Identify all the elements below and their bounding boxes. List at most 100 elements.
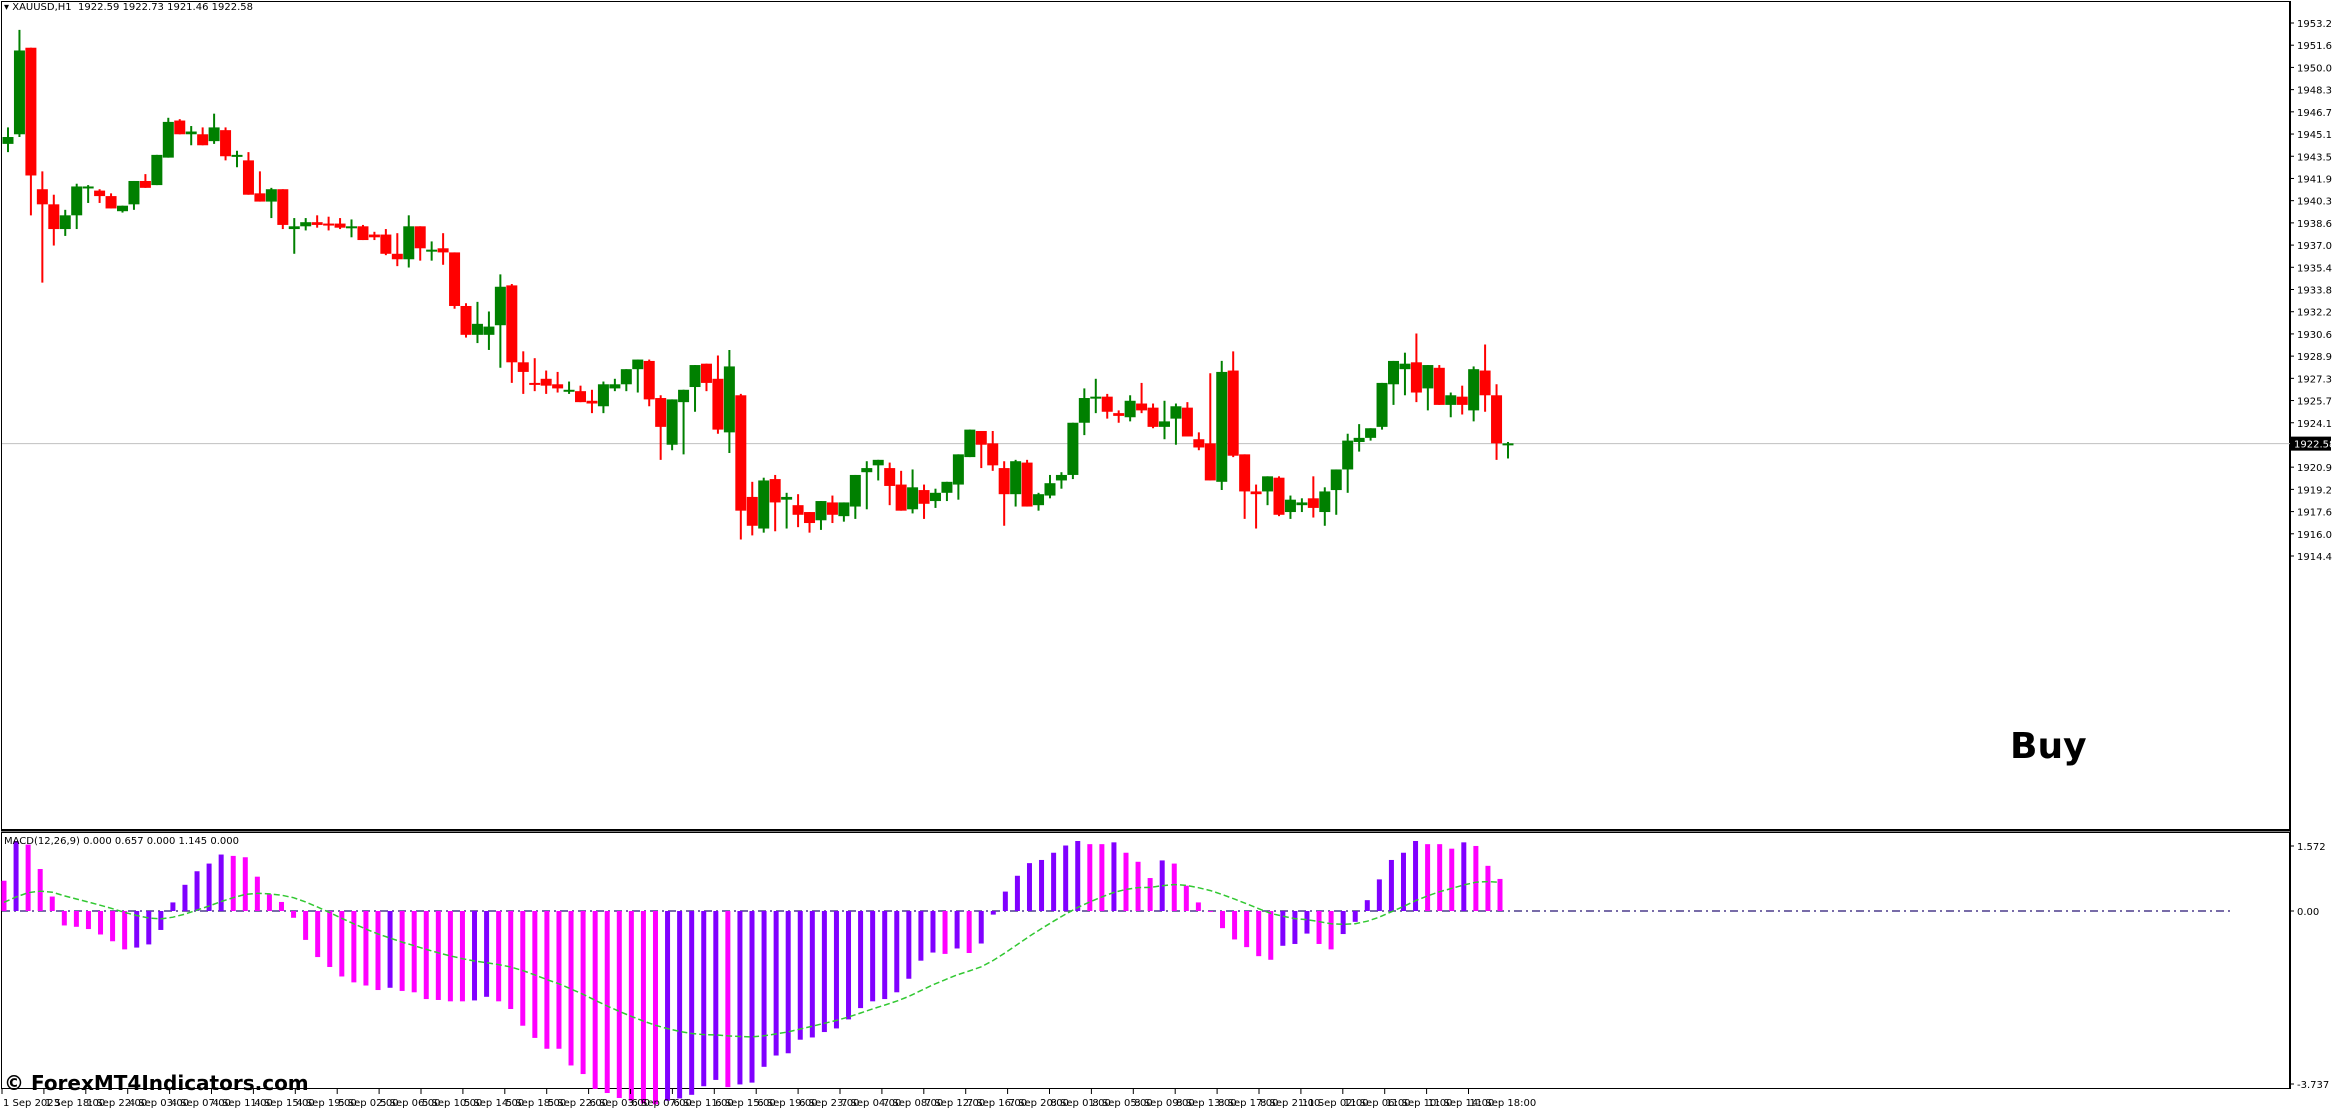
- macd-bar: [592, 911, 598, 1089]
- candle: [712, 355, 724, 434]
- macd-bar: [1256, 911, 1262, 957]
- candle: [918, 484, 930, 519]
- candle: [689, 365, 701, 412]
- svg-text:7 Sep 12:00: 7 Sep 12:00: [925, 1098, 985, 1109]
- candle: [1262, 476, 1274, 506]
- candle: [1227, 351, 1239, 458]
- candle: [1365, 428, 1377, 441]
- macd-bar: [447, 911, 453, 1002]
- svg-text:1932.20: 1932.20: [2297, 308, 2332, 319]
- svg-text:1927.35: 1927.35: [2297, 374, 2332, 385]
- macd-bar: [459, 911, 465, 1002]
- candle: [174, 119, 186, 135]
- svg-text:5 Sep 10:00: 5 Sep 10:00: [422, 1098, 482, 1109]
- candle: [1479, 344, 1491, 412]
- macd-bar: [942, 911, 948, 954]
- svg-text:1950.00: 1950.00: [2297, 63, 2332, 74]
- candle: [1491, 384, 1503, 460]
- candle: [1021, 459, 1033, 507]
- svg-text:1946.75: 1946.75: [2297, 108, 2332, 119]
- macd-bar: [713, 911, 719, 1080]
- svg-text:1916.05: 1916.05: [2297, 530, 2332, 541]
- macd-bar: [809, 911, 815, 1038]
- macd-bar: [1413, 840, 1419, 911]
- candle: [620, 369, 632, 392]
- candle: [48, 194, 60, 246]
- macd-bar: [1135, 861, 1141, 911]
- macd-bar: [652, 911, 658, 1105]
- candle: [884, 462, 896, 506]
- candle: [792, 494, 804, 528]
- svg-text:7 Sep 08:00: 7 Sep 08:00: [883, 1098, 943, 1109]
- candle: [197, 127, 209, 146]
- macd-bar: [1340, 911, 1346, 935]
- candle: [975, 430, 987, 469]
- macd-bar: [1147, 878, 1153, 911]
- candle: [941, 481, 953, 502]
- candle: [82, 185, 94, 203]
- macd-bar: [918, 911, 924, 961]
- svg-text:1928.95: 1928.95: [2297, 352, 2332, 363]
- svg-text:1922.58: 1922.58: [2294, 440, 2332, 451]
- svg-text:11 Sep 18:00: 11 Sep 18:00: [1470, 1098, 1537, 1109]
- svg-text:8 Sep 01:00: 8 Sep 01:00: [1051, 1098, 1111, 1109]
- macd-bar: [1449, 848, 1455, 911]
- macd-bar: [278, 901, 284, 911]
- svg-text:1.572: 1.572: [2297, 842, 2326, 853]
- candle: [1422, 365, 1434, 411]
- macd-bar: [1002, 891, 1008, 911]
- watermark: © ForexMT4Indicators.com: [4, 1071, 309, 1095]
- candle: [1124, 395, 1136, 422]
- candle: [391, 233, 403, 267]
- macd-bar: [266, 894, 272, 911]
- macd-bar: [1304, 911, 1310, 934]
- macd-bar: [508, 911, 514, 1010]
- candle: [162, 117, 174, 158]
- svg-text:4 Sep 15:00: 4 Sep 15:00: [254, 1098, 314, 1109]
- macd-bar: [580, 911, 586, 1075]
- candle: [231, 150, 243, 168]
- candle: [71, 183, 83, 230]
- macd-histogram: [1, 840, 2230, 1105]
- candle: [746, 481, 758, 536]
- macd-bar: [978, 911, 984, 944]
- svg-text:1925.75: 1925.75: [2297, 397, 2332, 408]
- svg-text:7 Sep 20:00: 7 Sep 20:00: [1009, 1098, 1069, 1109]
- main-chart-frame: [1, 1, 2290, 830]
- macd-bar: [604, 911, 610, 1094]
- macd-bar: [411, 911, 417, 993]
- dropdown-triangle-icon[interactable]: ▾: [4, 2, 10, 13]
- candle: [1216, 360, 1228, 491]
- svg-text:1914.40: 1914.40: [2297, 552, 2332, 563]
- macd-bar: [1220, 911, 1226, 929]
- macd-bar: [1039, 859, 1045, 911]
- candle: [655, 395, 667, 460]
- candle: [643, 359, 655, 407]
- svg-text:5 Sep 02:00: 5 Sep 02:00: [338, 1098, 398, 1109]
- candle: [368, 231, 380, 241]
- svg-text:5 Sep 14:00: 5 Sep 14:00: [464, 1098, 524, 1109]
- macd-bar: [303, 911, 309, 940]
- candlesticks: [2, 29, 1514, 540]
- candle: [826, 495, 838, 524]
- candle: [1090, 378, 1102, 414]
- macd-bar: [73, 911, 79, 927]
- candle: [632, 359, 644, 393]
- macd-bar: [1400, 852, 1406, 911]
- svg-text:11 Sep 14:00: 11 Sep 14:00: [1428, 1098, 1495, 1109]
- svg-text:6 Sep 11:00: 6 Sep 11:00: [673, 1098, 733, 1109]
- candle: [895, 470, 907, 511]
- svg-text:1935.45: 1935.45: [2297, 263, 2332, 274]
- macd-bar: [158, 911, 164, 930]
- svg-text:5 Sep 06:00: 5 Sep 06:00: [380, 1098, 440, 1109]
- candle: [838, 502, 850, 522]
- svg-text:1953.20: 1953.20: [2297, 19, 2332, 30]
- candle: [380, 229, 392, 256]
- candle: [597, 381, 609, 414]
- macd-bar: [737, 911, 743, 1085]
- svg-text:8 Sep 13:00: 8 Sep 13:00: [1176, 1098, 1236, 1109]
- macd-bar: [339, 911, 345, 977]
- macd-bar: [990, 911, 996, 915]
- candle: [575, 385, 587, 403]
